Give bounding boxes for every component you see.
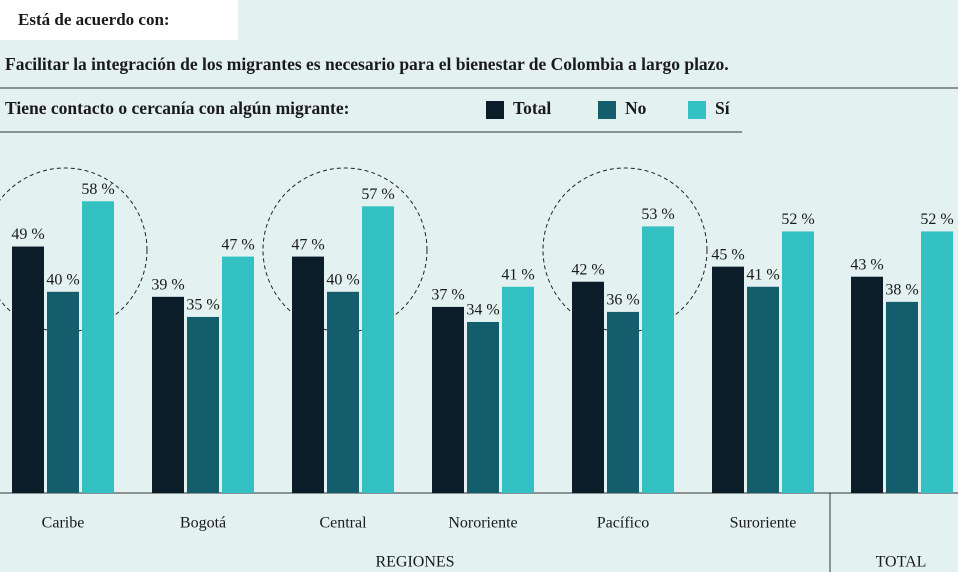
- bar: [12, 246, 44, 493]
- bar: [222, 256, 254, 493]
- legend-label: No: [625, 98, 647, 118]
- value-label: 49 %: [11, 226, 44, 243]
- x-tick-label: Pacífico: [597, 515, 649, 532]
- bar: [642, 226, 674, 493]
- legend-swatch: [486, 101, 504, 119]
- bar: [886, 301, 918, 493]
- legend-label: Total: [513, 98, 551, 118]
- value-label: 35 %: [186, 297, 219, 314]
- bar: [921, 231, 953, 493]
- value-label: 47 %: [221, 236, 254, 253]
- legend-label: Sí: [715, 98, 731, 118]
- bar: [362, 206, 394, 494]
- chart-title: Facilitar la integración de los migrante…: [5, 54, 729, 74]
- value-label: 58 %: [81, 181, 114, 198]
- value-label: 43 %: [850, 256, 883, 273]
- bar: [572, 281, 604, 493]
- value-label: 36 %: [606, 292, 639, 309]
- value-label: 53 %: [641, 206, 674, 223]
- bar: [292, 256, 324, 493]
- value-label: 41 %: [501, 266, 534, 283]
- bar: [782, 231, 814, 493]
- value-label: 52 %: [920, 211, 953, 228]
- value-label: 34 %: [466, 302, 499, 319]
- value-label: 42 %: [571, 261, 604, 278]
- value-label: 40 %: [46, 271, 79, 288]
- legend-swatch: [598, 101, 616, 119]
- value-label: 41 %: [746, 266, 779, 283]
- bar: [152, 296, 184, 493]
- x-tick-label: Nororiente: [448, 515, 517, 532]
- bar: [47, 291, 79, 493]
- value-label: 52 %: [781, 211, 814, 228]
- bar: [327, 291, 359, 493]
- bar: [851, 276, 883, 493]
- value-label: 37 %: [431, 287, 464, 304]
- bar: [712, 266, 744, 493]
- bar: [82, 201, 114, 493]
- value-label: 38 %: [885, 282, 918, 299]
- bar: [432, 306, 464, 493]
- bar: [187, 316, 219, 493]
- value-label: 47 %: [291, 236, 324, 253]
- group-label: TOTAL: [876, 554, 927, 571]
- x-tick-label: Central: [319, 515, 367, 532]
- bar: [607, 311, 639, 493]
- legend-title: Tiene contacto o cercanía con algún migr…: [5, 98, 349, 118]
- bar: [747, 286, 779, 493]
- bar: [502, 286, 534, 493]
- value-label: 40 %: [326, 271, 359, 288]
- value-label: 57 %: [361, 186, 394, 203]
- bar: [467, 321, 499, 493]
- value-label: 39 %: [151, 277, 184, 294]
- group-label: REGIONES: [375, 554, 454, 571]
- value-label: 45 %: [711, 246, 744, 263]
- x-tick-label: Suroriente: [730, 515, 797, 532]
- x-tick-label: Caribe: [42, 515, 85, 532]
- legend-swatch: [688, 101, 706, 119]
- header-box: [0, 0, 238, 40]
- header: Está de acuerdo con:: [18, 10, 170, 29]
- x-tick-label: Bogotá: [180, 515, 226, 532]
